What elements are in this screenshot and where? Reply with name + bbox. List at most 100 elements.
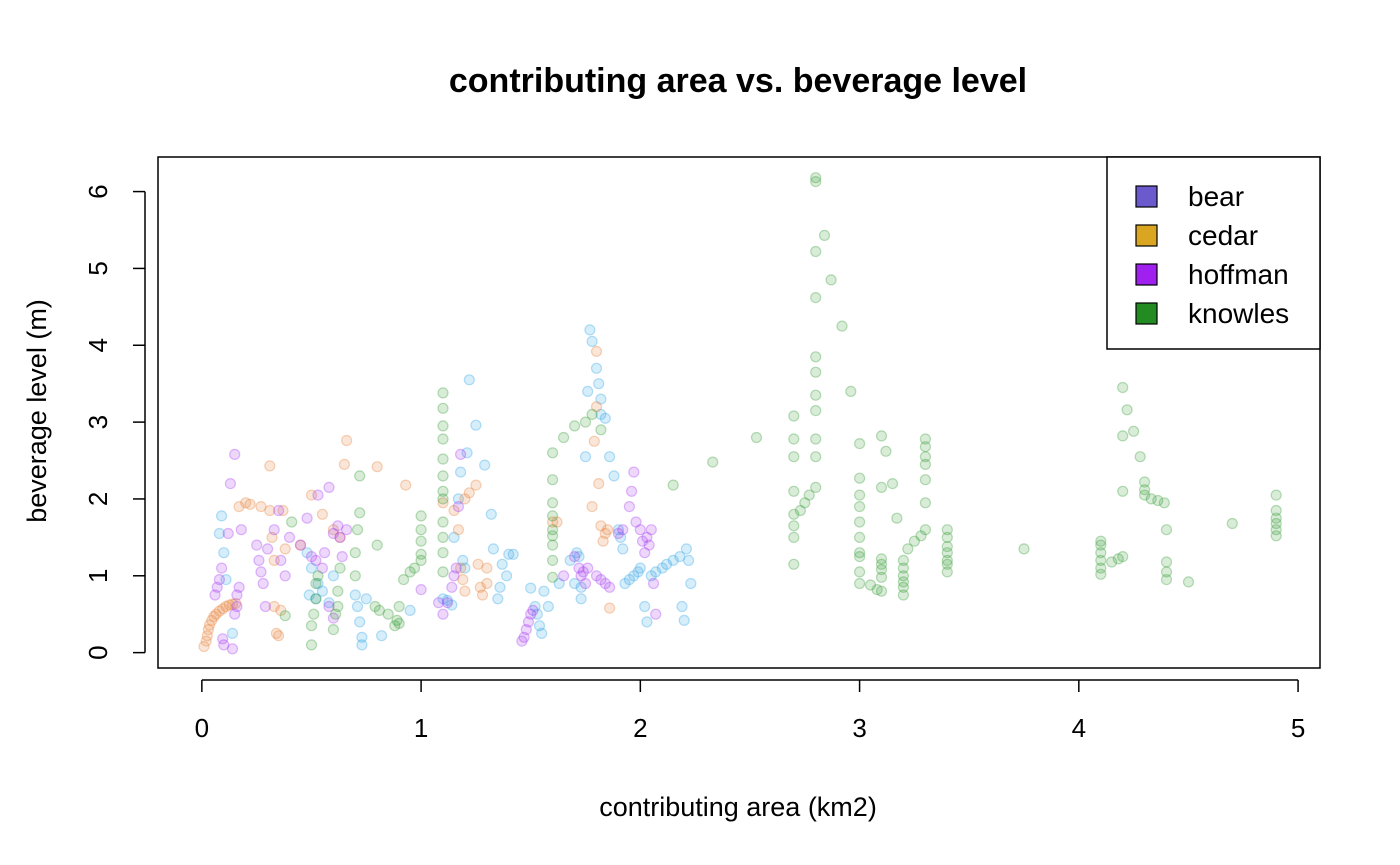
- y-tick-label: 0: [83, 645, 113, 659]
- x-tick-label: 5: [1291, 713, 1305, 743]
- data-point: [1134, 451, 1146, 463]
- data-point: [452, 524, 464, 536]
- data-point: [628, 570, 640, 582]
- data-point: [676, 600, 688, 613]
- data-point: [788, 433, 800, 445]
- data-point: [897, 589, 910, 601]
- data-point: [268, 554, 280, 567]
- data-point: [334, 531, 346, 544]
- x-axis-label: contributing area (km2): [599, 792, 877, 822]
- data-point: [360, 593, 372, 605]
- data-point: [446, 581, 458, 593]
- data-point: [217, 633, 229, 645]
- data-point: [810, 366, 822, 378]
- data-point: [202, 623, 214, 636]
- data-point: [810, 405, 822, 417]
- data-point: [437, 402, 449, 414]
- data-point: [595, 573, 607, 586]
- data-point: [459, 493, 471, 505]
- data-point: [437, 420, 449, 432]
- data-point: [200, 635, 212, 647]
- data-point: [546, 554, 559, 567]
- data-point: [588, 435, 600, 447]
- data-point: [404, 566, 416, 578]
- data-point: [612, 524, 625, 536]
- data-point: [525, 582, 537, 594]
- data-point: [255, 566, 267, 578]
- data-point: [235, 524, 247, 536]
- data-point: [810, 176, 822, 188]
- data-point: [575, 581, 587, 593]
- data-point: [1152, 494, 1164, 507]
- data-point: [919, 497, 932, 509]
- data-point: [678, 614, 690, 627]
- data-point: [546, 447, 559, 459]
- data-point: [897, 554, 910, 567]
- data-point: [503, 548, 515, 560]
- x-tick-label: 4: [1072, 713, 1086, 743]
- legend-item-knowles: knowles: [1135, 298, 1289, 329]
- data-point: [634, 562, 646, 574]
- data-point: [391, 614, 403, 627]
- data-point: [481, 577, 493, 590]
- data-point: [210, 608, 222, 620]
- data-point: [294, 539, 307, 551]
- data-point: [1182, 576, 1195, 588]
- data-point: [590, 345, 603, 357]
- data-point: [536, 627, 548, 640]
- data-point: [788, 410, 800, 422]
- data-point: [327, 570, 339, 582]
- data-point: [520, 623, 532, 636]
- data-point: [603, 581, 616, 593]
- data-point: [750, 431, 763, 444]
- data-point: [601, 524, 614, 536]
- data-point: [371, 461, 383, 473]
- data-point: [564, 554, 576, 567]
- data-point: [586, 501, 598, 513]
- data-point: [641, 616, 653, 628]
- data-point: [404, 604, 416, 617]
- data-point: [273, 630, 285, 642]
- axes-layer: 0 1 2 3 4 5 0 1 2 3 4 5 6: [83, 156, 1321, 743]
- data-point: [316, 562, 328, 574]
- data-point: [213, 527, 225, 540]
- data-point: [198, 640, 210, 653]
- data-point: [875, 563, 888, 576]
- data-point: [305, 489, 318, 501]
- data-point: [393, 617, 405, 630]
- data-point: [279, 543, 291, 555]
- data-point: [1138, 476, 1151, 488]
- data-point: [919, 451, 932, 463]
- data-point: [448, 531, 460, 544]
- data-point: [356, 639, 368, 651]
- data-point: [845, 385, 857, 397]
- data-point: [257, 577, 269, 590]
- data-point: [294, 539, 307, 551]
- data-point: [437, 453, 449, 465]
- data-point: [209, 589, 221, 601]
- data-point: [213, 605, 225, 617]
- data-point: [595, 520, 607, 532]
- data-point: [1160, 556, 1173, 568]
- data-point: [1095, 547, 1107, 559]
- data-point: [853, 489, 866, 501]
- data-point: [643, 539, 655, 551]
- legend-label: knowles: [1188, 298, 1289, 329]
- data-point: [571, 547, 583, 559]
- data-point: [568, 577, 581, 590]
- data-point: [546, 497, 559, 509]
- data-point: [457, 573, 469, 586]
- data-point: [327, 524, 339, 536]
- data-point: [203, 619, 216, 631]
- data-point: [619, 577, 631, 590]
- data-point: [233, 581, 245, 593]
- data-point: [230, 597, 242, 610]
- data-point: [229, 448, 241, 460]
- data-point: [437, 531, 449, 544]
- data-point: [389, 620, 401, 632]
- data-point: [481, 562, 493, 574]
- series-knowles: [279, 172, 1282, 651]
- data-point: [1117, 430, 1129, 442]
- data-point: [1270, 530, 1282, 542]
- data-point: [371, 539, 383, 551]
